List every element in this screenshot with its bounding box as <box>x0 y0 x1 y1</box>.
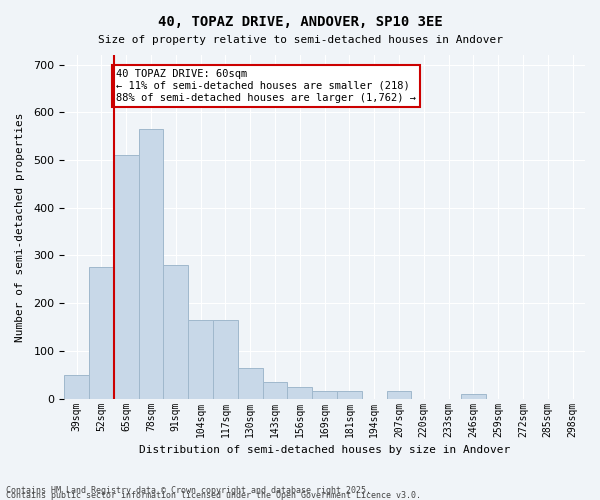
X-axis label: Distribution of semi-detached houses by size in Andover: Distribution of semi-detached houses by … <box>139 445 510 455</box>
Bar <box>114 155 139 398</box>
Text: 40 TOPAZ DRIVE: 60sqm
← 11% of semi-detached houses are smaller (218)
88% of sem: 40 TOPAZ DRIVE: 60sqm ← 11% of semi-deta… <box>116 70 416 102</box>
Bar <box>163 265 188 398</box>
Bar <box>139 129 163 398</box>
Bar <box>89 268 114 398</box>
Text: Contains HM Land Registry data © Crown copyright and database right 2025.: Contains HM Land Registry data © Crown c… <box>6 486 371 495</box>
Bar <box>386 392 412 398</box>
Text: Size of property relative to semi-detached houses in Andover: Size of property relative to semi-detach… <box>97 35 503 45</box>
Bar <box>461 394 486 398</box>
Text: Contains public sector information licensed under the Open Government Licence v3: Contains public sector information licen… <box>6 491 421 500</box>
Bar <box>287 386 312 398</box>
Bar <box>213 320 238 398</box>
Bar <box>64 375 89 398</box>
Bar <box>337 392 362 398</box>
Bar <box>188 320 213 398</box>
Y-axis label: Number of semi-detached properties: Number of semi-detached properties <box>15 112 25 342</box>
Text: 40, TOPAZ DRIVE, ANDOVER, SP10 3EE: 40, TOPAZ DRIVE, ANDOVER, SP10 3EE <box>158 15 442 29</box>
Bar <box>263 382 287 398</box>
Bar <box>312 392 337 398</box>
Bar <box>238 368 263 398</box>
